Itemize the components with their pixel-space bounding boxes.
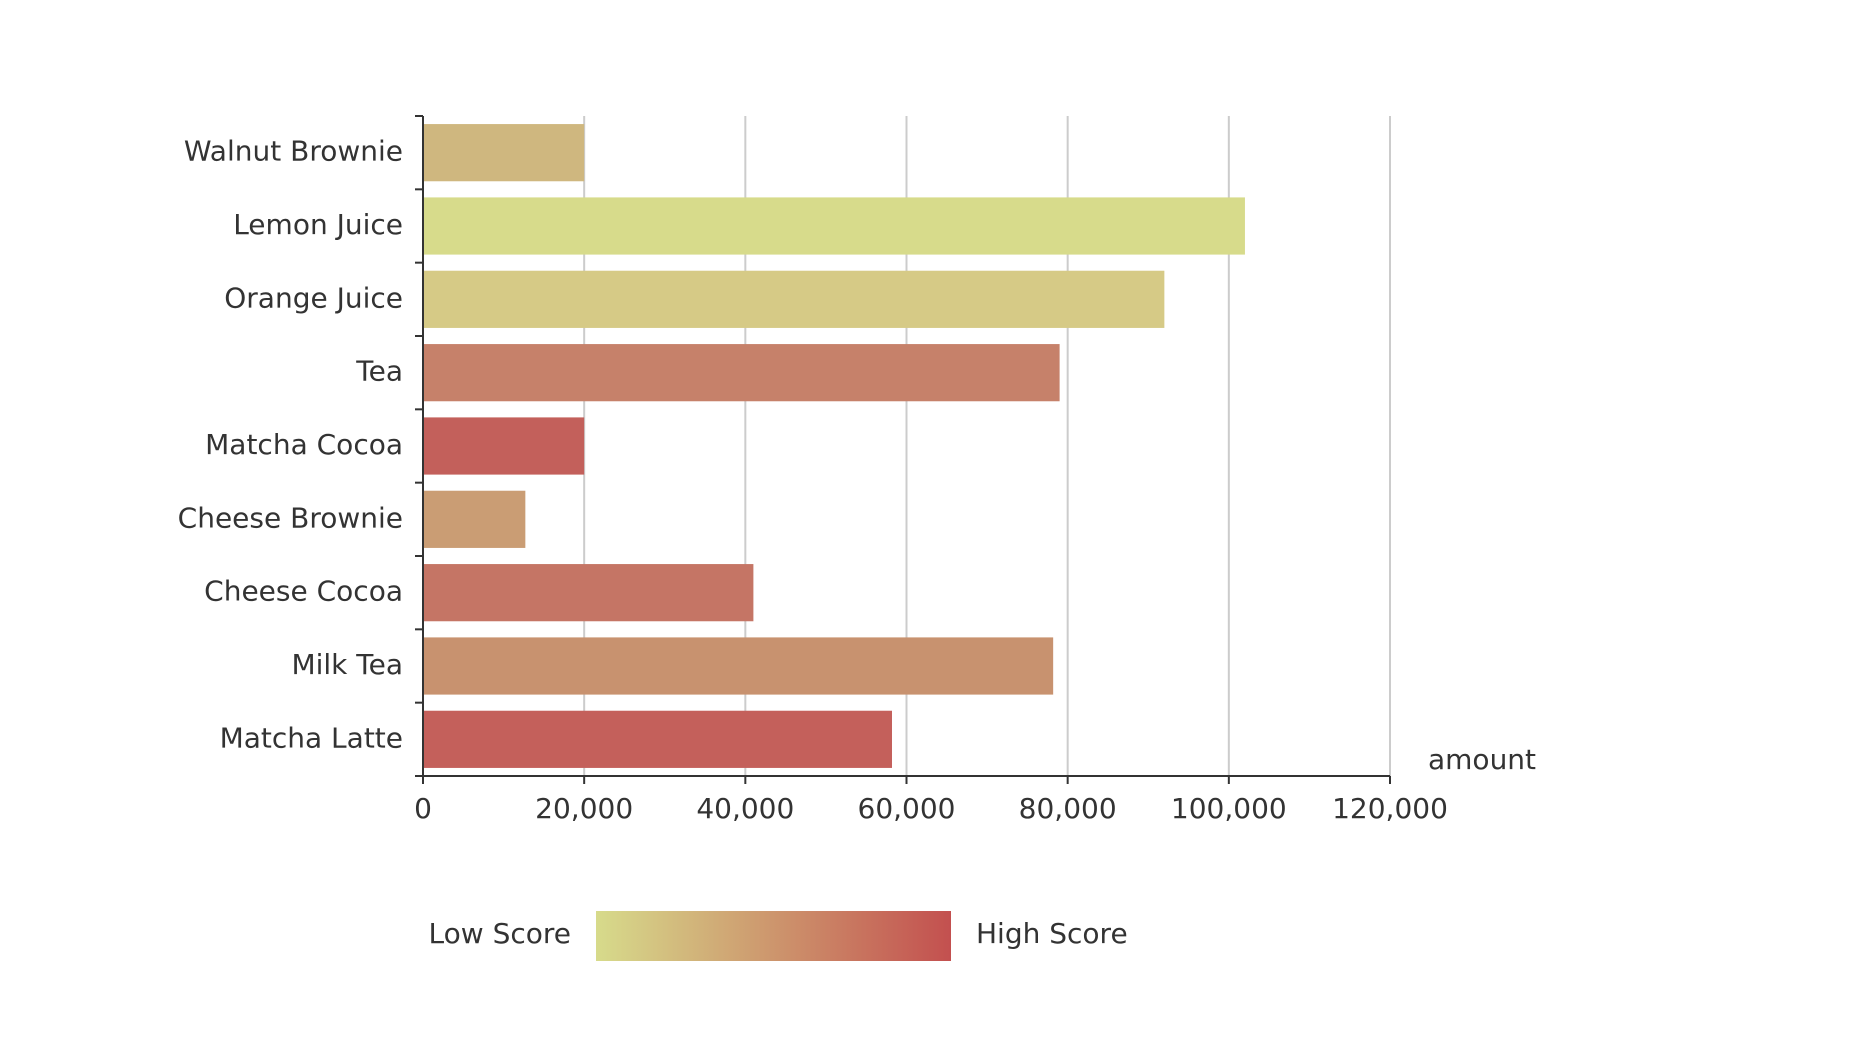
x-tick-label: 40,000 [696, 792, 794, 825]
x-tick-label: 60,000 [858, 792, 956, 825]
bar [424, 197, 1245, 255]
x-tick-label: 100,000 [1171, 792, 1287, 825]
bars [424, 124, 1245, 768]
legend-gradient-bar [596, 911, 951, 961]
x-tick-label: 0 [414, 792, 432, 825]
bar [424, 710, 892, 768]
bar [424, 417, 585, 475]
y-tick-label: Matcha Cocoa [205, 428, 403, 461]
axes [415, 115, 1391, 784]
bar [424, 637, 1054, 695]
y-tick-label: Orange Juice [224, 281, 403, 314]
bar [424, 124, 585, 182]
y-tick-label: Lemon Juice [233, 208, 403, 241]
y-tick-label: Milk Tea [291, 648, 403, 681]
bar [424, 564, 754, 622]
y-tick-label: Cheese Brownie [178, 501, 403, 534]
bar [424, 344, 1060, 402]
bar [424, 270, 1165, 328]
legend-high-label: High Score [976, 917, 1128, 950]
y-tick-label: Cheese Cocoa [204, 575, 403, 608]
axis-labels: Walnut Brownie Lemon Juice Orange Juice Tea… [178, 135, 1536, 825]
color-legend: Low Score High Score [429, 911, 1128, 961]
x-tick-label: 120,000 [1332, 792, 1448, 825]
y-tick-label: Tea [355, 355, 403, 388]
x-axis-title: amount [1428, 743, 1536, 776]
bar [424, 490, 526, 548]
y-tick-label: Matcha Latte [220, 721, 403, 754]
legend-low-label: Low Score [429, 917, 571, 950]
y-tick-label: Walnut Brownie [184, 135, 403, 168]
x-tick-label: 80,000 [1019, 792, 1117, 825]
x-tick-label: 20,000 [535, 792, 633, 825]
